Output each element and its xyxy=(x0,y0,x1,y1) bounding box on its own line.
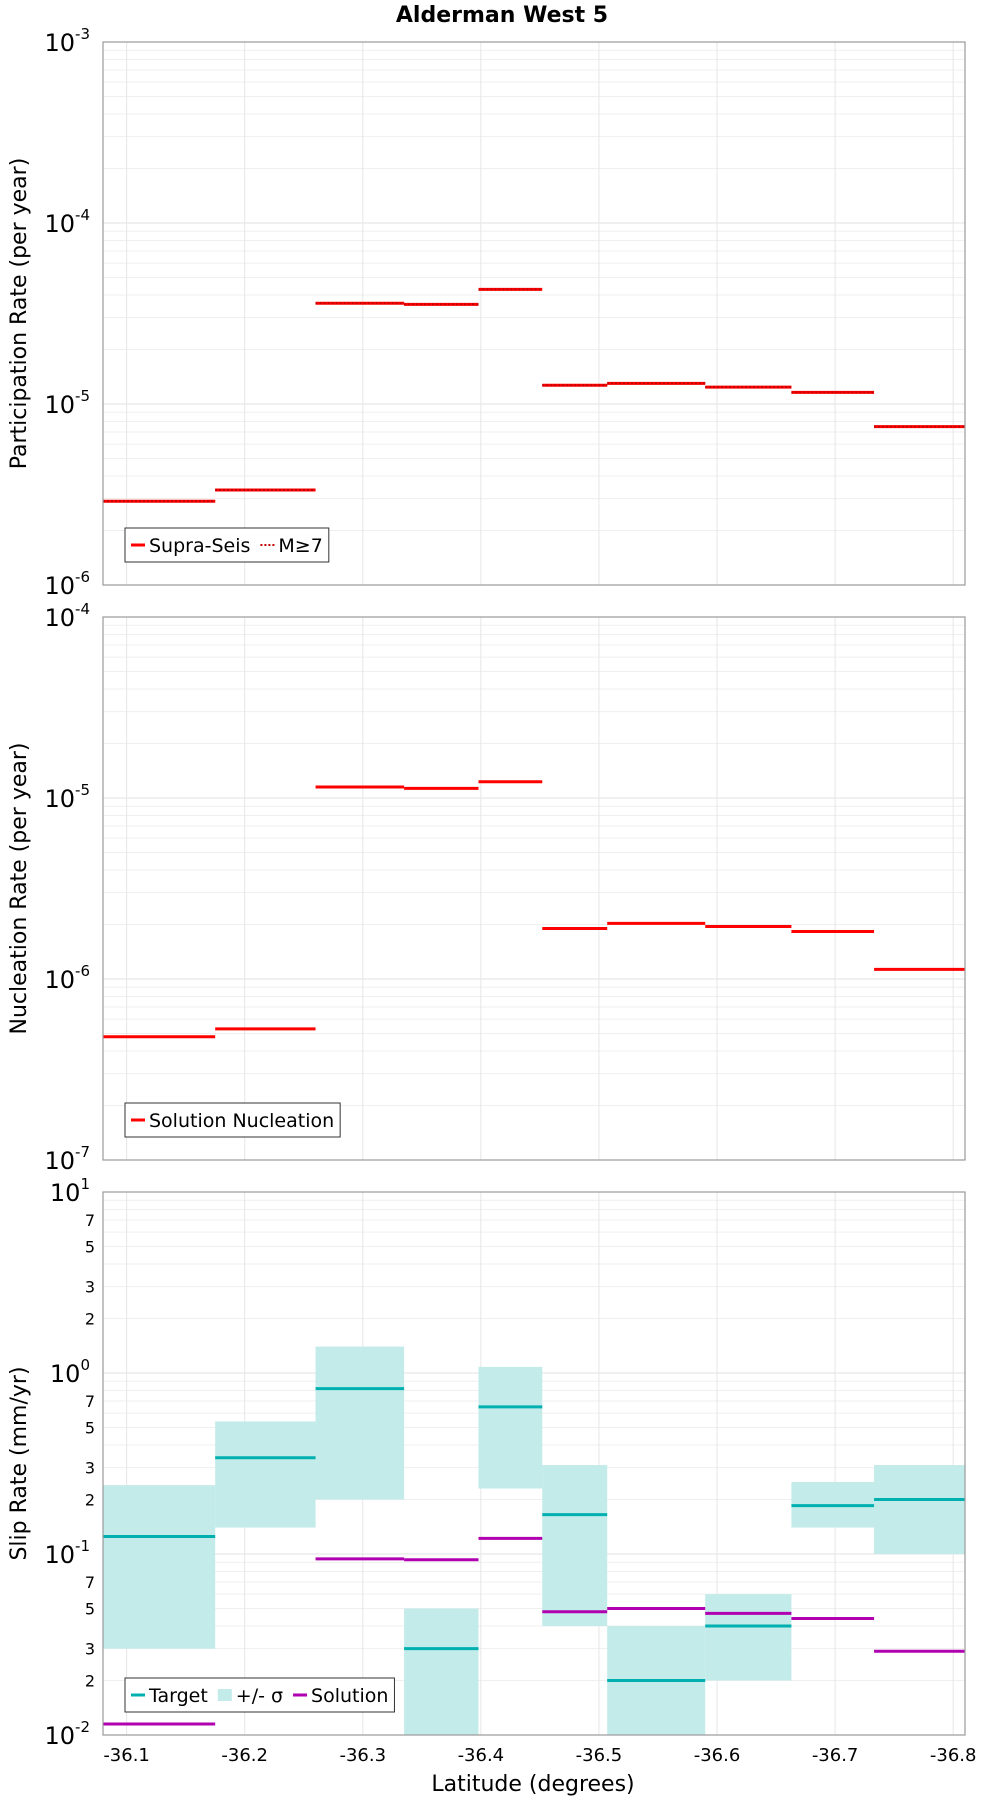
sigma-band xyxy=(542,1465,608,1627)
y-minor-tick-label: 5 xyxy=(85,1599,95,1618)
legend: Supra-Seis M≥7 xyxy=(124,527,330,563)
y-tick-label: 100 xyxy=(50,1356,90,1388)
chart-title: Alderman West 5 xyxy=(396,3,608,28)
legend-box xyxy=(124,527,330,563)
plot-frame xyxy=(102,1191,966,1736)
sigma-band xyxy=(705,1594,792,1681)
x-tick-label: -36.3 xyxy=(339,1745,386,1766)
y-tick-label: 10-4 xyxy=(44,206,90,238)
y-minor-tick-label: 3 xyxy=(85,1278,95,1297)
x-tick-label: -36.7 xyxy=(812,1745,859,1766)
y-axis-label: Nucleation Rate (per year) xyxy=(7,743,32,1035)
y-minor-tick-label: 7 xyxy=(85,1392,95,1411)
sigma-band xyxy=(103,1485,216,1649)
y-minor-tick-label: 5 xyxy=(85,1237,95,1256)
legend-label: Target xyxy=(148,1685,208,1707)
plot-frame xyxy=(102,616,966,1161)
legend-box xyxy=(124,1102,341,1138)
y-tick-label: 10-6 xyxy=(44,962,90,994)
legend: Target +/- σ Solution xyxy=(124,1677,395,1713)
y-axis-label: Slip Rate (mm/yr) xyxy=(7,1366,32,1560)
x-tick-labels: -36.1 -36.2 -36.3 -36.4 -36.5 -36.6 -36.7 -36.8 xyxy=(103,1745,976,1766)
sigma-band xyxy=(315,1346,405,1500)
sigma-band xyxy=(404,1608,479,1735)
y-minor-tick-label: 3 xyxy=(85,1640,95,1659)
y-tick-label: 10-1 xyxy=(44,1537,90,1569)
legend-box xyxy=(124,1677,395,1713)
sigma-band xyxy=(874,1465,965,1554)
plot-area xyxy=(103,42,965,585)
x-tick-label: -36.6 xyxy=(694,1745,741,1766)
legend-label: +/- σ xyxy=(236,1685,283,1707)
y-tick-label: 10-6 xyxy=(44,568,90,600)
y-minor-tick-label: 2 xyxy=(85,1310,95,1329)
legend: Solution Nucleation xyxy=(124,1102,341,1138)
x-axis-label: Latitude (degrees) xyxy=(431,1772,634,1797)
y-tick-label: 10-3 xyxy=(44,25,90,57)
plot-area xyxy=(103,617,965,1160)
participation-rate-panel: 10-6 10-5 10-4 10-3 Participation Rate (per … xyxy=(7,25,966,600)
slip-rate-panel: 10-2 10-1 100 101 2 3 5 7 2 3 5 7 2 3 5 7 Slip Rate (mm/… xyxy=(7,1175,966,1750)
nucleation-rate-panel: 10-7 10-6 10-5 10-4 Nucleation Rate (per yea… xyxy=(7,600,966,1175)
x-tick-label: -36.4 xyxy=(458,1745,505,1766)
y-axis-label: Participation Rate (per year) xyxy=(7,158,32,470)
y-tick-label: 10-4 xyxy=(44,600,90,632)
y-minor-tick-label: 5 xyxy=(85,1418,95,1437)
x-tick-label: -36.1 xyxy=(103,1745,150,1766)
x-tick-label: -36.8 xyxy=(930,1745,977,1766)
y-minor-tick-label: 3 xyxy=(85,1459,95,1478)
x-tick-label: -36.2 xyxy=(221,1745,268,1766)
sigma-band xyxy=(478,1366,543,1489)
legend-label: Solution xyxy=(311,1685,388,1707)
y-tick-label: 10-7 xyxy=(44,1143,90,1175)
y-minor-tick-label: 2 xyxy=(85,1672,95,1691)
legend-label: M≥7 xyxy=(278,535,322,557)
plot-frame xyxy=(102,41,966,586)
legend-label: Solution Nucleation xyxy=(149,1110,334,1132)
y-minor-tick-label: 7 xyxy=(85,1573,95,1592)
legend-label: Supra-Seis xyxy=(149,535,250,557)
y-tick-label: 10-2 xyxy=(44,1718,90,1750)
legend-swatch xyxy=(217,1689,232,1701)
y-tick-label: 101 xyxy=(50,1175,90,1207)
y-tick-label: 10-5 xyxy=(44,781,90,813)
y-minor-tick-label: 2 xyxy=(85,1491,95,1510)
sigma-band xyxy=(215,1421,316,1528)
y-minor-tick-label: 7 xyxy=(85,1211,95,1230)
x-tick-label: -36.5 xyxy=(576,1745,623,1766)
y-tick-label: 10-5 xyxy=(44,387,90,419)
